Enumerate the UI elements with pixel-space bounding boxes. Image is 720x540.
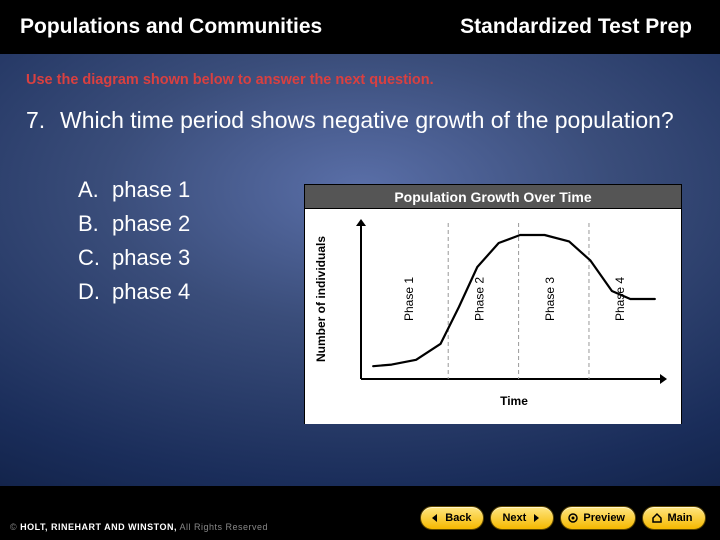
copyright-rest: All Rights Reserved	[179, 522, 268, 532]
svg-text:Time: Time	[500, 394, 528, 408]
svg-text:Phase 2: Phase 2	[472, 277, 486, 321]
next-arrow-icon	[530, 512, 542, 524]
answer-letter: A.	[78, 173, 112, 207]
footer-bar: © HOLT, RINEHART AND WINSTON, All Rights…	[0, 486, 720, 540]
chart-container: Population Growth Over Time Phase 1Phase…	[304, 184, 682, 424]
chart-title: Population Growth Over Time	[305, 185, 681, 209]
population-chart: Phase 1 Phase 2 Phase 3 Phase 4 Time Number o…	[305, 209, 683, 424]
main-label: Main	[667, 512, 692, 524]
back-button[interactable]: Back	[420, 506, 484, 530]
home-icon	[651, 512, 663, 524]
answer-text: phase 4	[112, 275, 190, 309]
preview-button[interactable]: Preview	[560, 506, 636, 530]
instruction-text: Use the diagram shown below to answer th…	[26, 72, 694, 88]
header-bar: Populations and Communities Standardized…	[0, 0, 720, 54]
slide: Populations and Communities Standardized…	[0, 0, 720, 540]
copyright: © HOLT, RINEHART AND WINSTON, All Rights…	[10, 522, 268, 532]
svg-text:Phase 1: Phase 1	[402, 277, 416, 321]
next-label: Next	[502, 512, 526, 524]
back-label: Back	[445, 512, 471, 524]
nav-buttons: Back Next Preview Main	[420, 506, 706, 530]
copyright-brand: HOLT, RINEHART AND WINSTON,	[20, 522, 177, 532]
header-title-left: Populations and Communities	[20, 15, 322, 39]
content-area: Use the diagram shown below to answer th…	[0, 54, 720, 486]
svg-text:Number of individuals: Number of individuals	[314, 236, 328, 362]
svg-text:Phase 4: Phase 4	[613, 277, 627, 321]
answer-letter: D.	[78, 275, 112, 309]
answer-text: phase 2	[112, 207, 190, 241]
back-arrow-icon	[429, 512, 441, 524]
chart-body: Phase 1 Phase 2 Phase 3 Phase 4 Time Number o…	[305, 209, 681, 424]
question-number: 7.	[26, 106, 60, 135]
next-button[interactable]: Next	[490, 506, 554, 530]
preview-icon	[567, 512, 579, 524]
header-title-right: Standardized Test Prep	[460, 15, 692, 39]
svg-text:Phase 3: Phase 3	[543, 277, 557, 321]
answer-letter: C.	[78, 241, 112, 275]
answer-letter: B.	[78, 207, 112, 241]
preview-label: Preview	[583, 512, 625, 524]
question-text: Which time period shows negative growth …	[60, 106, 694, 135]
main-button[interactable]: Main	[642, 506, 706, 530]
answer-text: phase 3	[112, 241, 190, 275]
question: 7. Which time period shows negative grow…	[26, 106, 694, 135]
answer-text: phase 1	[112, 173, 190, 207]
